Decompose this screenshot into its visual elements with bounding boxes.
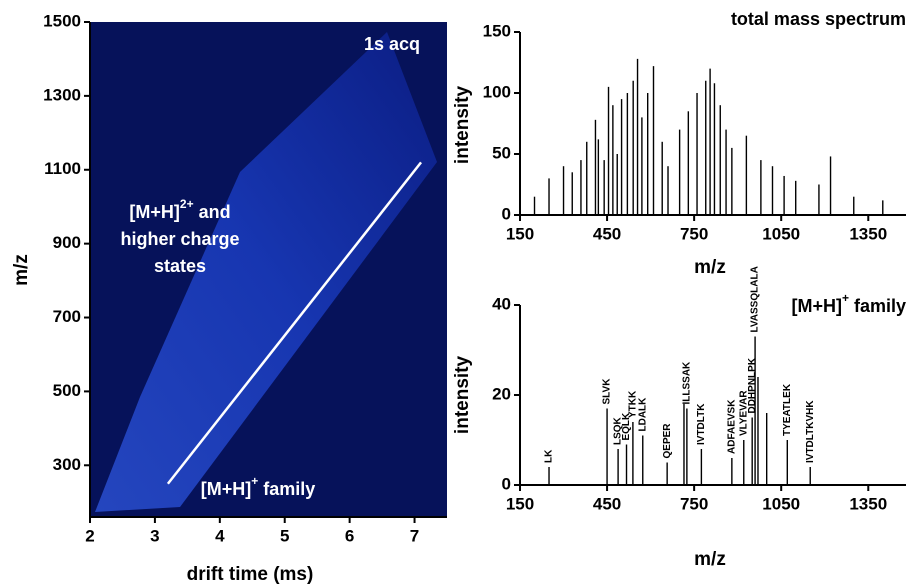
x-tick-label: 750 bbox=[680, 224, 708, 243]
x-tick-label: 750 bbox=[680, 494, 708, 513]
y-tick-label: 0 bbox=[502, 204, 511, 223]
x-tick-label: 7 bbox=[410, 526, 419, 545]
x-axis-label: m/z bbox=[694, 257, 726, 278]
x-tick-label: 150 bbox=[506, 494, 534, 513]
y-tick-label: 40 bbox=[492, 294, 511, 313]
annotation: higher charge bbox=[120, 229, 239, 249]
x-tick-label: 4 bbox=[215, 526, 225, 545]
peak-label: LK bbox=[544, 449, 555, 463]
x-tick-label: 5 bbox=[280, 526, 289, 545]
y-tick-label: 1300 bbox=[43, 85, 81, 104]
y-tick-label: 1500 bbox=[43, 11, 81, 30]
y-tick-label: 500 bbox=[53, 381, 81, 400]
x-tick-label: 6 bbox=[345, 526, 354, 545]
chart-title: [M+H]+ family bbox=[791, 291, 906, 316]
x-tick-label: 3 bbox=[150, 526, 159, 545]
x-tick-label: 1050 bbox=[762, 494, 800, 513]
annotation-part: [M+H] bbox=[129, 202, 180, 222]
peak-label: IVTDLTKVHK bbox=[805, 400, 816, 463]
chart-title-part: family bbox=[849, 296, 906, 316]
x-tick-label: 1050 bbox=[762, 224, 800, 243]
chart-title-part: [M+H] bbox=[791, 296, 842, 316]
chart-title-sup: + bbox=[842, 291, 849, 305]
y-tick-label: 900 bbox=[53, 233, 81, 252]
annotation: [M+H]2+ and bbox=[129, 197, 230, 222]
x-tick-label: 2 bbox=[85, 526, 94, 545]
x-tick-label: 150 bbox=[506, 224, 534, 243]
y-tick-label: 150 bbox=[483, 21, 511, 40]
annotation: 1s acq bbox=[364, 34, 420, 54]
y-tick-label: 20 bbox=[492, 384, 511, 403]
y-axis-label: m/z bbox=[11, 254, 32, 286]
y-axis-label: intensity bbox=[452, 86, 473, 165]
x-tick-label: 450 bbox=[593, 494, 621, 513]
annotation-part: higher charge bbox=[120, 229, 239, 249]
peak-label: QEPER bbox=[662, 423, 673, 459]
annotation-part: [M+H] bbox=[201, 479, 252, 499]
y-tick-label: 100 bbox=[483, 82, 511, 101]
peak-label: IVTDLTK bbox=[696, 403, 707, 445]
peak-label: DDHPNLPK bbox=[747, 357, 758, 413]
peak-label: LSQK bbox=[613, 416, 624, 445]
annotation-sup: 2+ bbox=[180, 197, 194, 211]
annotation: [M+H]+ family bbox=[201, 474, 316, 499]
peak-label: ADFAEVSK bbox=[727, 399, 738, 454]
peak-label: LVASSQLALA bbox=[750, 266, 761, 332]
y-tick-label: 0 bbox=[502, 474, 511, 493]
peak-label: ILLSSAK bbox=[682, 361, 693, 405]
x-tick-label: 1350 bbox=[849, 494, 887, 513]
y-tick-label: 700 bbox=[53, 307, 81, 326]
annotation-part: family bbox=[258, 479, 315, 499]
x-tick-label: 1350 bbox=[849, 224, 887, 243]
y-tick-label: 50 bbox=[492, 143, 511, 162]
peak-label: VLYEVAR bbox=[738, 390, 749, 436]
y-axis-label: intensity bbox=[452, 356, 473, 435]
annotation-part: states bbox=[154, 256, 206, 276]
peak-label: YTKK bbox=[628, 390, 639, 418]
y-tick-label: 300 bbox=[53, 455, 81, 474]
x-axis-label: m/z bbox=[694, 549, 726, 570]
annotation-part: 1s acq bbox=[364, 34, 420, 54]
annotation-sup: + bbox=[251, 474, 258, 488]
peak-label: EQLK bbox=[621, 412, 632, 441]
peak-label: TYEATLEK bbox=[782, 383, 793, 436]
annotation: states bbox=[154, 256, 206, 276]
peak-label: SLVK bbox=[602, 378, 613, 405]
x-tick-label: 450 bbox=[593, 224, 621, 243]
y-tick-label: 1100 bbox=[44, 159, 81, 178]
chart-title: total mass spectrum bbox=[731, 9, 906, 29]
annotation-part: and bbox=[194, 202, 231, 222]
heatmap-density bbox=[95, 32, 437, 512]
peak-label: LDALK bbox=[637, 397, 648, 432]
x-axis-label: drift time (ms) bbox=[187, 564, 314, 585]
trend-line bbox=[166, 161, 423, 485]
